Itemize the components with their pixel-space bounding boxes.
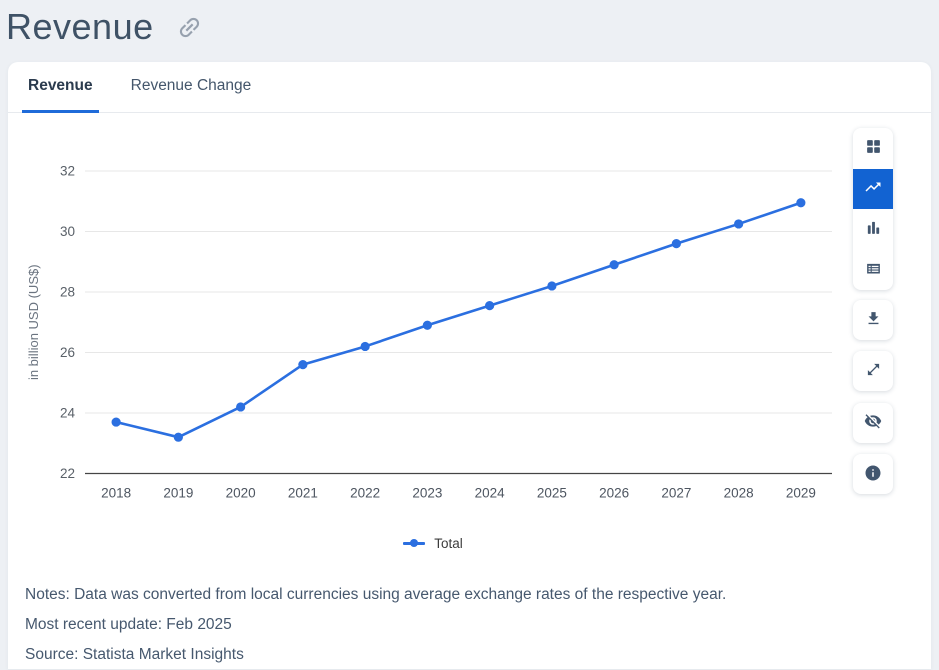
expand-icon [866,362,881,380]
chart-toolbar [853,128,893,506]
line-chart-button[interactable] [853,168,893,209]
update-line: Most recent update: Feb 2025 [25,616,232,633]
table-view-button[interactable] [853,250,893,290]
page-title: Revenue [6,6,154,47]
info-button[interactable] [853,454,893,494]
svg-text:2019: 2019 [163,486,193,501]
chart-type-switcher [853,128,893,290]
svg-text:26: 26 [60,345,75,360]
download-button[interactable] [853,299,893,340]
chart-card: Revenue Revenue Change 22 24 26 28 30 32 2018 2… [8,62,931,669]
notes-line: Notes: Data was converted from local cur… [25,586,727,603]
svg-text:28: 28 [60,285,75,300]
line-chart: 22 24 26 28 30 32 2018 2019 2020 2021 2022 2023 2024… [26,164,832,501]
expand-button[interactable] [853,351,893,391]
hide-icon [864,412,882,433]
svg-text:2018: 2018 [101,486,131,501]
svg-text:2020: 2020 [226,486,256,501]
chart-legend[interactable]: Total [8,532,858,554]
svg-text:2022: 2022 [350,486,380,501]
grid-view-button[interactable] [853,128,893,168]
svg-text:2023: 2023 [412,486,442,501]
tab-revenue-change[interactable]: Revenue Change [130,77,252,94]
svg-text:22: 22 [60,466,75,481]
tab-revenue[interactable]: Revenue [22,62,99,113]
chart-footer: Notes: Data was converted from local cur… [25,580,915,670]
svg-text:2025: 2025 [537,486,567,501]
svg-text:2027: 2027 [661,486,691,501]
legend-label: Total [434,535,463,551]
svg-text:30: 30 [60,224,75,239]
link-icon[interactable] [176,14,203,41]
page-header: Revenue [0,0,939,62]
source-line: Source: Statista Market Insights [25,646,244,663]
bar-chart-button[interactable] [853,209,893,249]
hide-button[interactable] [853,402,893,443]
svg-text:32: 32 [60,164,75,179]
legend-marker-icon [403,538,426,548]
svg-text:2026: 2026 [599,486,629,501]
table-view-icon [865,260,882,280]
svg-text:2028: 2028 [724,486,754,501]
bar-chart-icon [865,219,882,239]
download-icon [865,310,882,330]
line-chart-icon [864,178,882,199]
svg-text:2024: 2024 [475,486,506,501]
svg-text:2021: 2021 [288,486,318,501]
tab-bar: Revenue Revenue Change [8,62,931,113]
info-icon [864,464,882,485]
svg-text:in billion USD (US$): in billion USD (US$) [26,264,41,380]
svg-text:24: 24 [60,406,76,421]
grid-view-icon [865,138,882,158]
svg-text:2029: 2029 [786,486,816,501]
